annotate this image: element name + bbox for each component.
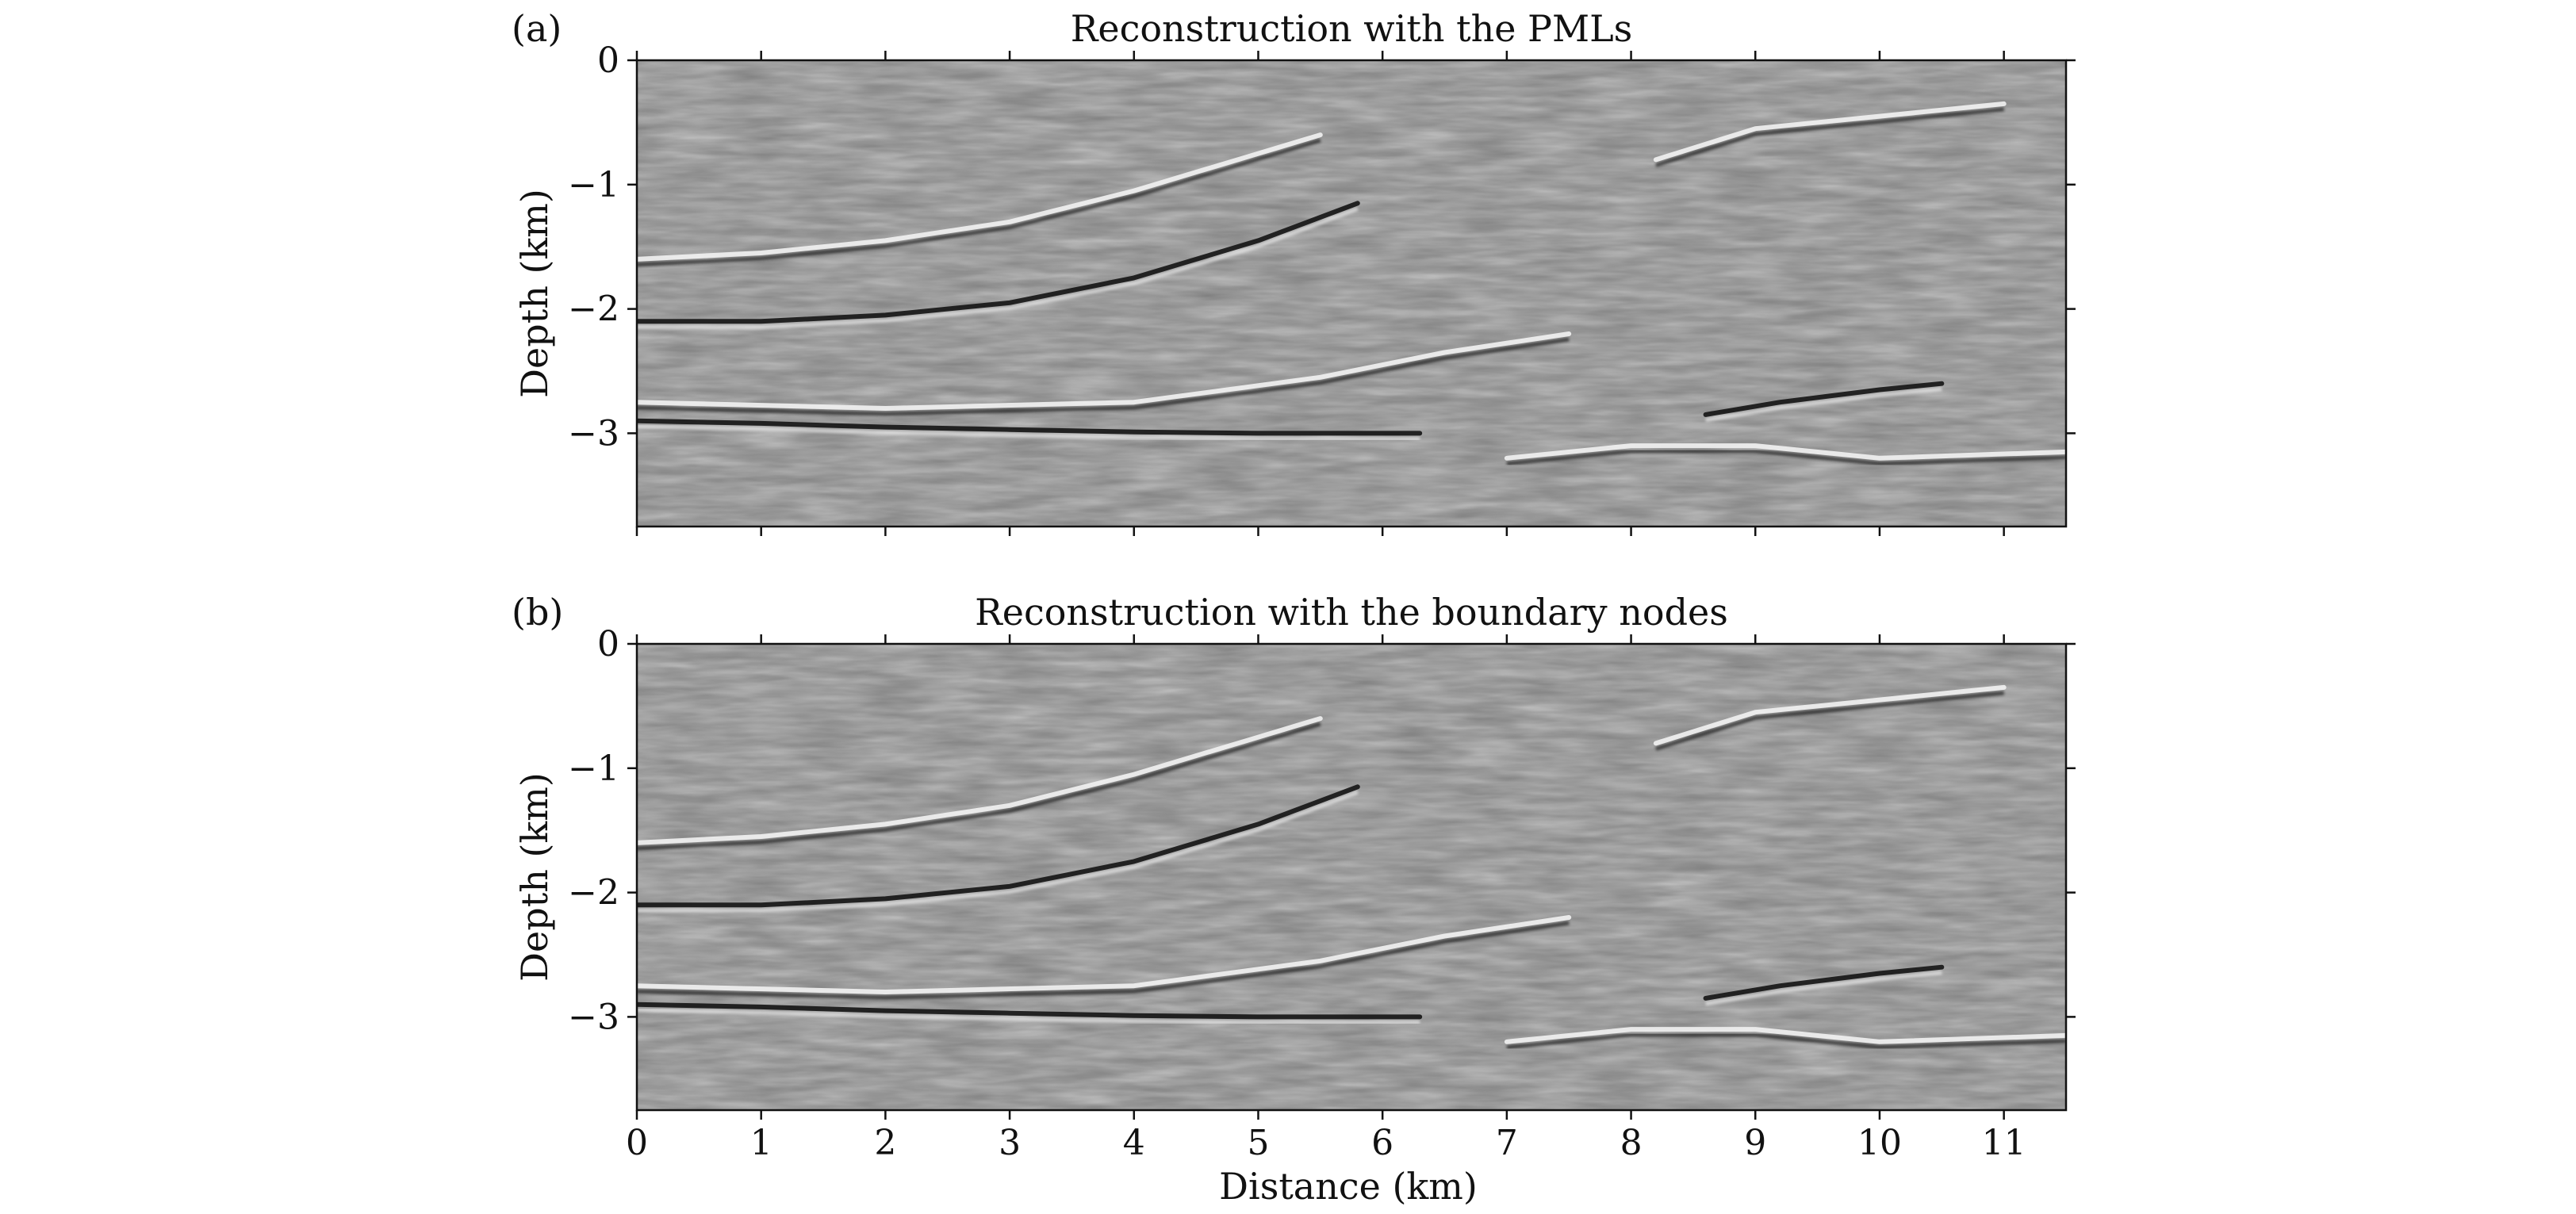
x-tick-label: 8 [1620, 1123, 1643, 1163]
panel-title: Reconstruction with the PMLs [1071, 7, 1633, 50]
reflector-shadow-right-upper [1655, 107, 2004, 167]
y-axis-label: Depth (km) [513, 772, 556, 982]
reflector-mid-dome [637, 201, 1360, 324]
x-tick-label: 1 [750, 1123, 772, 1163]
x-tick-label: 6 [1371, 1123, 1393, 1163]
y-axis-label: Depth (km) [513, 189, 556, 398]
reflector-shadow-basal [1506, 1032, 2066, 1050]
reflector-shadow-basal [1506, 449, 2066, 466]
x-tick-label: 7 [1496, 1123, 1518, 1163]
reflector-shadow-lower-layer [637, 337, 1570, 416]
reflector-shadow-mid-dome [637, 790, 1359, 913]
panel-a: 0 −1 −2 −3 Reconstruction with the PMLs (a) De… [512, 7, 2076, 536]
reflector-shadow-deep-flat [637, 1008, 1420, 1024]
x-axis-label: Distance (km) [1219, 1165, 1478, 1208]
reflector-shadow-deep-dip [1705, 971, 1942, 1006]
reflector-lower-layer [637, 331, 1572, 411]
plot-frame [635, 642, 2068, 1112]
panel-label: (a) [512, 7, 562, 50]
y-tick-label: −3 [568, 413, 619, 454]
reflector-lower-layer [637, 915, 1572, 994]
reflector-shadow-deep-flat [637, 424, 1420, 441]
reflector-deep-dip [1703, 381, 1945, 417]
reflectors [637, 684, 2066, 1050]
reflector-shadow-shallow-dome [637, 722, 1321, 851]
y-tick-label: −2 [568, 873, 619, 913]
x-tick-label: 2 [874, 1123, 896, 1163]
panel-label: (b) [512, 591, 563, 634]
panel-b: 0 1 2 3 4 5 6 7 8 9 10 11 0 −1 −2 −3 Reconstruction with… [512, 591, 2076, 1163]
x-tick-label: 11 [1982, 1123, 2026, 1163]
reflector-mid-dome [637, 784, 1360, 908]
reflector-deep-dip [1703, 964, 1945, 1001]
panel-title: Reconstruction with the boundary nodes [975, 591, 1728, 634]
x-tick-label: 5 [1247, 1123, 1269, 1163]
reflectors [637, 101, 2066, 466]
y-tick-label: 0 [597, 624, 619, 664]
image-texture [637, 60, 2066, 527]
y-tick-label: −1 [568, 749, 619, 789]
y-tick-label: −3 [568, 997, 619, 1037]
reflector-right-upper [1653, 101, 2007, 163]
x-tick-label: 3 [999, 1123, 1021, 1163]
reflector-shadow-lower-layer [637, 921, 1570, 1000]
image-texture [637, 644, 2066, 1110]
y-tick-label: 0 [597, 40, 619, 81]
reflector-shadow-right-upper [1655, 691, 2004, 751]
x-tick-label: 10 [1857, 1123, 1902, 1163]
plot-frame [635, 59, 2068, 528]
y-tick-label: −2 [568, 289, 619, 330]
reflector-basal [1504, 1027, 2066, 1044]
reflector-shadow-shallow-dome [637, 138, 1321, 267]
x-tick-label: 0 [626, 1123, 648, 1163]
x-tick-label: 9 [1744, 1123, 1766, 1163]
x-tick-label: 4 [1123, 1123, 1145, 1163]
reflector-right-upper [1653, 684, 2007, 746]
reflector-shallow-dome [637, 716, 1323, 845]
reflector-deep-flat [637, 1001, 1423, 1020]
reflector-shadow-deep-dip [1705, 387, 1942, 423]
reflector-basal [1504, 443, 2066, 461]
y-tick-label: −1 [568, 165, 619, 205]
reflector-shallow-dome [637, 132, 1323, 262]
reflector-deep-flat [637, 418, 1423, 436]
reflector-shadow-mid-dome [637, 206, 1359, 329]
